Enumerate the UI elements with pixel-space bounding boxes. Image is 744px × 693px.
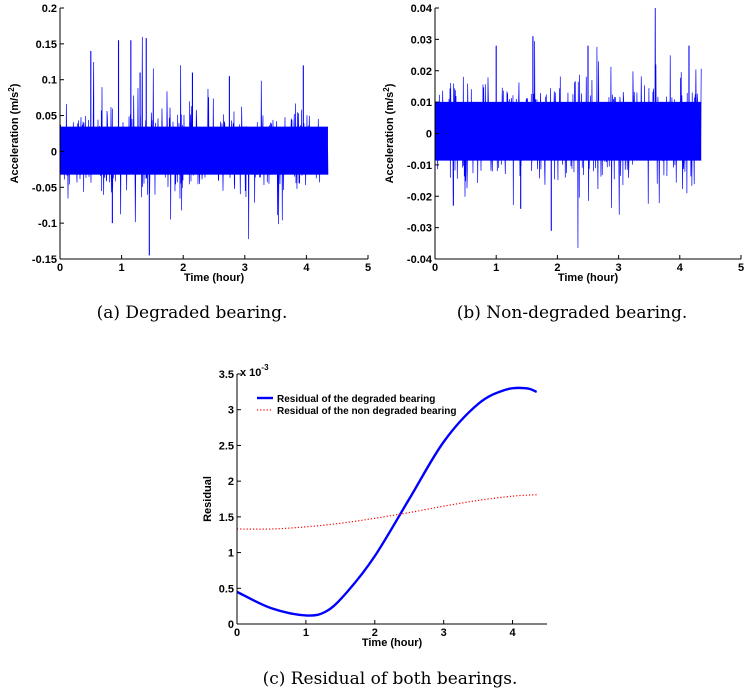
y-tick-label: -0.05 [32, 182, 57, 194]
y-tick-label: 0 [51, 146, 57, 158]
series-1 [435, 8, 702, 248]
y-tick-label: 0 [228, 619, 234, 631]
y-tick-label: 0.1 [42, 75, 57, 87]
x-tick-label: 0 [57, 262, 63, 274]
y-axis-label-close: ) [384, 83, 396, 87]
series-1 [60, 36, 329, 256]
y-axis-label-text: Acceleration (m/s [9, 92, 21, 184]
y-tick-label: 0.2 [42, 3, 57, 15]
x-tick-label: 2 [372, 627, 378, 639]
y-tick-label: 0.04 [411, 3, 433, 15]
series-2 [237, 494, 537, 530]
chart-c: 0 1 2 3 4 0 0.5 1 1.5 2 2.5 3 3.5 Time (hour) Residual… [202, 363, 547, 689]
y-scale-factor: x 10-3 [240, 363, 269, 379]
x-tick-label: 3 [441, 627, 447, 639]
y-tick-label: 0.15 [36, 39, 57, 51]
chart-b: 0 1 2 3 4 5 -0.04 -0.03 -0.02 -0.01 0 0.01 0.02 0.03 0… [382, 3, 744, 323]
y-tick-label: -0.15 [32, 254, 57, 266]
x-tick-label: 0 [234, 627, 240, 639]
y-tick-label: 0.03 [411, 34, 432, 46]
x-axis-label: Time (hour) [362, 637, 423, 649]
signal-core [435, 101, 702, 161]
series-1 [237, 386, 538, 617]
y-axis-label-text: Residual [202, 476, 214, 522]
signal-core [60, 126, 328, 175]
y-axis-label-superscript: 2 [382, 87, 391, 92]
y-tick-label: 2.5 [219, 440, 234, 452]
y-tick-label: 1 [228, 548, 234, 560]
x-axis-label: Time (hour) [558, 272, 619, 284]
y-tick-label: 3 [228, 405, 234, 417]
y-tick-label: 3.5 [219, 369, 234, 381]
chart-a: 0 1 2 3 4 5 -0.15 -0.1 -0.05 0 0.05 0.1 0.15 0.2 Time … [7, 3, 371, 323]
y-scale-factor-base: x 10 [240, 367, 261, 379]
y-tick-label: 0.02 [411, 66, 432, 78]
x-tick-label: 1 [493, 262, 499, 274]
y-tick-label: 0.05 [36, 111, 57, 123]
y-tick-label: 0 [426, 129, 432, 141]
figure-caption: (a) Degraded bearing. [97, 303, 288, 323]
x-tick-label: 3 [242, 262, 248, 274]
series-line [237, 386, 538, 617]
x-tick-label: 5 [738, 262, 744, 274]
x-tick-label: 1 [119, 262, 125, 274]
series-line [237, 494, 537, 530]
y-tick-label: -0.02 [407, 191, 432, 203]
legend: Residual of the degraded bearingResidual… [257, 394, 456, 417]
y-tick-label: -0.01 [407, 160, 432, 172]
y-axis-label-superscript: 2 [7, 87, 16, 92]
y-axis-label: Acceleration (m/s2) [382, 83, 396, 183]
y-tick-label: -0.04 [407, 254, 433, 266]
x-tick-label: 3 [616, 262, 622, 274]
y-axis-label: Residual [202, 476, 214, 522]
x-tick-label: 4 [303, 262, 310, 274]
legend-label: Residual of the non degraded bearing [277, 406, 456, 417]
y-tick-label: -0.1 [38, 218, 57, 230]
x-tick-label: 4 [509, 627, 516, 639]
x-tick-label: 2 [554, 262, 560, 274]
y-tick-label: 2 [228, 476, 234, 488]
x-tick-label: 5 [365, 262, 371, 274]
y-axis-label-close: ) [9, 83, 21, 87]
y-tick-label: 0.5 [219, 583, 234, 595]
y-axis-label: Acceleration (m/s2) [7, 83, 21, 183]
x-tick-label: 1 [303, 627, 309, 639]
legend-label: Residual of the degraded bearing [277, 394, 435, 405]
x-axis-label: Time (hour) [184, 272, 245, 284]
x-tick-label: 2 [180, 262, 186, 274]
y-tick-label: 1.5 [219, 512, 234, 524]
y-tick-label: 0.01 [411, 97, 432, 109]
y-axis-label-text: Acceleration (m/s [384, 92, 396, 184]
x-tick-label: 0 [432, 262, 438, 274]
y-tick-label: -0.03 [407, 223, 432, 235]
figure-caption: (b) Non-degraded bearing. [457, 303, 688, 323]
figure-caption: (c) Residual of both bearings. [263, 669, 518, 689]
x-tick-label: 4 [677, 262, 684, 274]
y-scale-factor-exponent: -3 [261, 363, 269, 372]
